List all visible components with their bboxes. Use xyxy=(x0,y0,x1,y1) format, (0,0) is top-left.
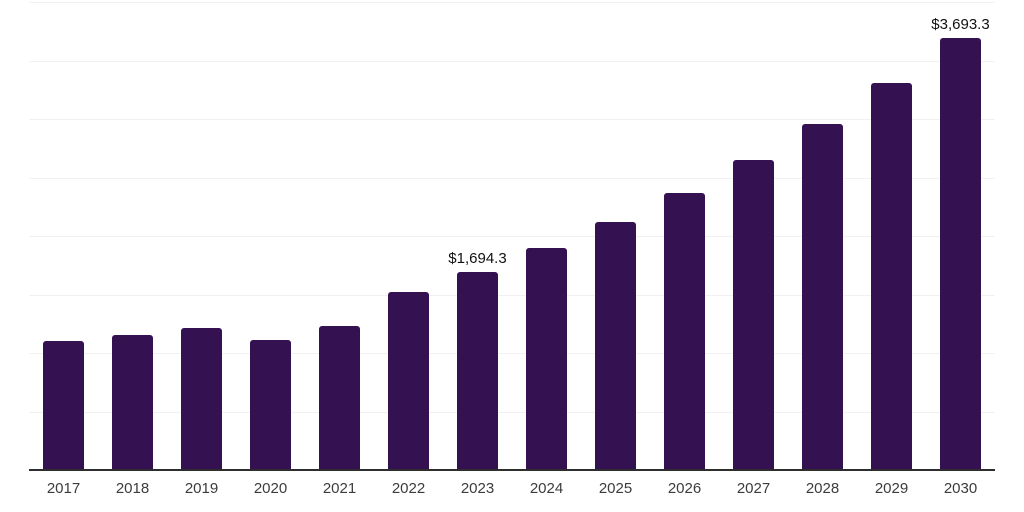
bar-slot-2030: $3,693.3 xyxy=(926,2,995,470)
bar-2025 xyxy=(595,222,636,470)
x-tick-2029: 2029 xyxy=(874,480,909,497)
x-tick-2028: 2028 xyxy=(805,480,840,497)
x-tick-2030: 2030 xyxy=(943,480,978,497)
bar-2026 xyxy=(664,193,705,470)
bar-slot-2025 xyxy=(581,2,650,470)
bar-2019 xyxy=(181,328,222,470)
bar-2018 xyxy=(112,334,153,470)
x-axis-labels: 2017 2018 2019 2020 2021 2022 2023 2024 2025 2026… xyxy=(29,480,995,498)
plot-area: $1,694.3 $3,693.3 xyxy=(29,2,995,471)
bar-2023: $1,694.3 xyxy=(448,250,507,470)
bar-2029 xyxy=(871,83,912,470)
bar-slot-2029 xyxy=(857,2,926,470)
bar-slot-2017 xyxy=(29,2,98,470)
bar-series: $1,694.3 $3,693.3 xyxy=(29,2,995,470)
x-tick-2018: 2018 xyxy=(115,480,150,497)
bar-slot-2018 xyxy=(98,2,167,470)
bar-slot-2026 xyxy=(650,2,719,470)
x-axis-line xyxy=(29,469,995,471)
gridline-2500 xyxy=(29,177,995,179)
bar-slot-2021 xyxy=(305,2,374,470)
bar-2030: $3,693.3 xyxy=(931,16,990,470)
bar-slot-2019 xyxy=(167,2,236,470)
gridline-500 xyxy=(29,411,995,413)
bar-value-label-2030: $3,693.3 xyxy=(931,15,990,33)
x-tick-2025: 2025 xyxy=(598,480,633,497)
bar-2020 xyxy=(250,340,291,470)
x-tick-2024: 2024 xyxy=(529,480,564,497)
bar-2022 xyxy=(388,292,429,470)
bar-value-label-2023: $1,694.3 xyxy=(448,249,507,267)
x-tick-2027: 2027 xyxy=(736,480,771,497)
x-tick-2019: 2019 xyxy=(184,480,219,497)
x-tick-2017: 2017 xyxy=(46,480,81,497)
bar-2024 xyxy=(526,248,567,470)
bar-slot-2022 xyxy=(374,2,443,470)
bar-2021 xyxy=(319,326,360,470)
bar-2028 xyxy=(802,123,843,470)
x-tick-2026: 2026 xyxy=(667,480,702,497)
bar-slot-2020 xyxy=(236,2,305,470)
bar-slot-2023: $1,694.3 xyxy=(443,2,512,470)
gridline-4000 xyxy=(29,2,995,3)
bar-slot-2028 xyxy=(788,2,857,470)
x-tick-2022: 2022 xyxy=(391,480,426,497)
gridline-1500 xyxy=(29,294,995,296)
gridline-1000 xyxy=(29,353,995,354)
gridline-3500 xyxy=(29,60,995,62)
x-tick-2020: 2020 xyxy=(253,480,288,497)
gridline-3000 xyxy=(29,119,995,120)
bar-2027 xyxy=(733,160,774,470)
gridline-2000 xyxy=(29,236,995,237)
bar-slot-2024 xyxy=(512,2,581,470)
x-tick-2021: 2021 xyxy=(322,480,357,497)
x-tick-2023: 2023 xyxy=(460,480,495,497)
bar-slot-2027 xyxy=(719,2,788,470)
bar-2017 xyxy=(43,340,84,470)
